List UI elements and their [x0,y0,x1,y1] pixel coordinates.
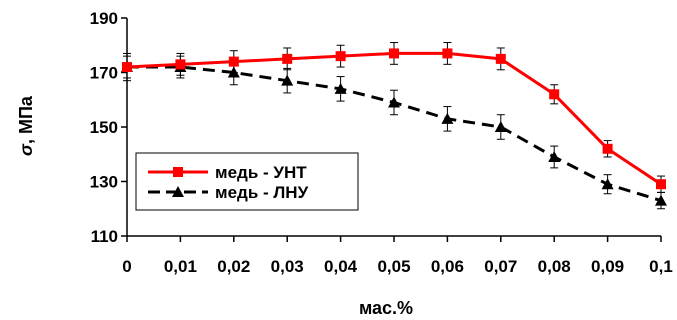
x-tick-label: 0,05 [377,257,410,276]
x-tick-label: 0,07 [484,257,517,276]
data-point-triangle [548,150,561,162]
x-tick-label: 0,02 [217,257,250,276]
y-tick-label: 130 [90,173,118,192]
data-point-square [602,143,613,154]
data-point-square [389,48,399,59]
y-axis-title-symbol: σ [16,143,36,156]
y-axis-title: σ, МПа [16,95,36,156]
legend-marker-triangle [172,186,184,197]
series-layer [121,42,667,210]
x-tick-label: 0,08 [538,257,571,276]
y-axis-title-unit: , МПа [16,95,36,144]
data-point-triangle [494,121,507,132]
legend-label-unt: медь - УНТ [215,163,307,182]
tick-labels: 110 130 150 170 190 0 0,01 0,02 0,03 0,04 0,05 0,06… [90,9,673,276]
x-tick-label: 0,09 [591,257,624,276]
data-point-square [228,56,239,67]
data-point-square [442,48,453,59]
data-point-triangle [601,178,614,190]
y-tick-label: 110 [91,227,118,246]
legend: медь - УНТ медь - ЛНУ [135,152,359,211]
data-point-square [495,53,506,64]
x-axis-title: мас.% [359,298,413,318]
data-point-triangle [655,194,667,206]
data-point-square [656,179,666,190]
x-tick-label: 0,04 [324,257,358,276]
data-point-square [175,59,186,70]
x-tick-label: 0,1 [649,257,673,276]
legend-box [135,152,359,211]
y-tick-label: 190 [90,9,118,28]
data-point-triangle [281,74,294,86]
data-point-triangle [441,112,454,124]
x-tick-label: 0,01 [164,257,197,276]
legend-marker-square [173,167,183,177]
axes [121,17,662,242]
x-tick-label: 0,06 [431,257,464,276]
data-point-triangle [388,96,400,108]
x-tick-label: 0 [122,257,131,276]
y-tick-label: 150 [90,118,118,137]
data-point-square [549,89,560,100]
data-point-triangle [334,82,347,94]
data-point-square [335,51,346,62]
x-tick-label: 0,03 [271,257,304,276]
data-point-square [122,62,132,73]
y-tick-label: 170 [90,64,118,83]
legend-label-lnu: медь - ЛНУ [215,183,309,202]
data-point-square [282,53,293,64]
series-unt [122,42,666,193]
